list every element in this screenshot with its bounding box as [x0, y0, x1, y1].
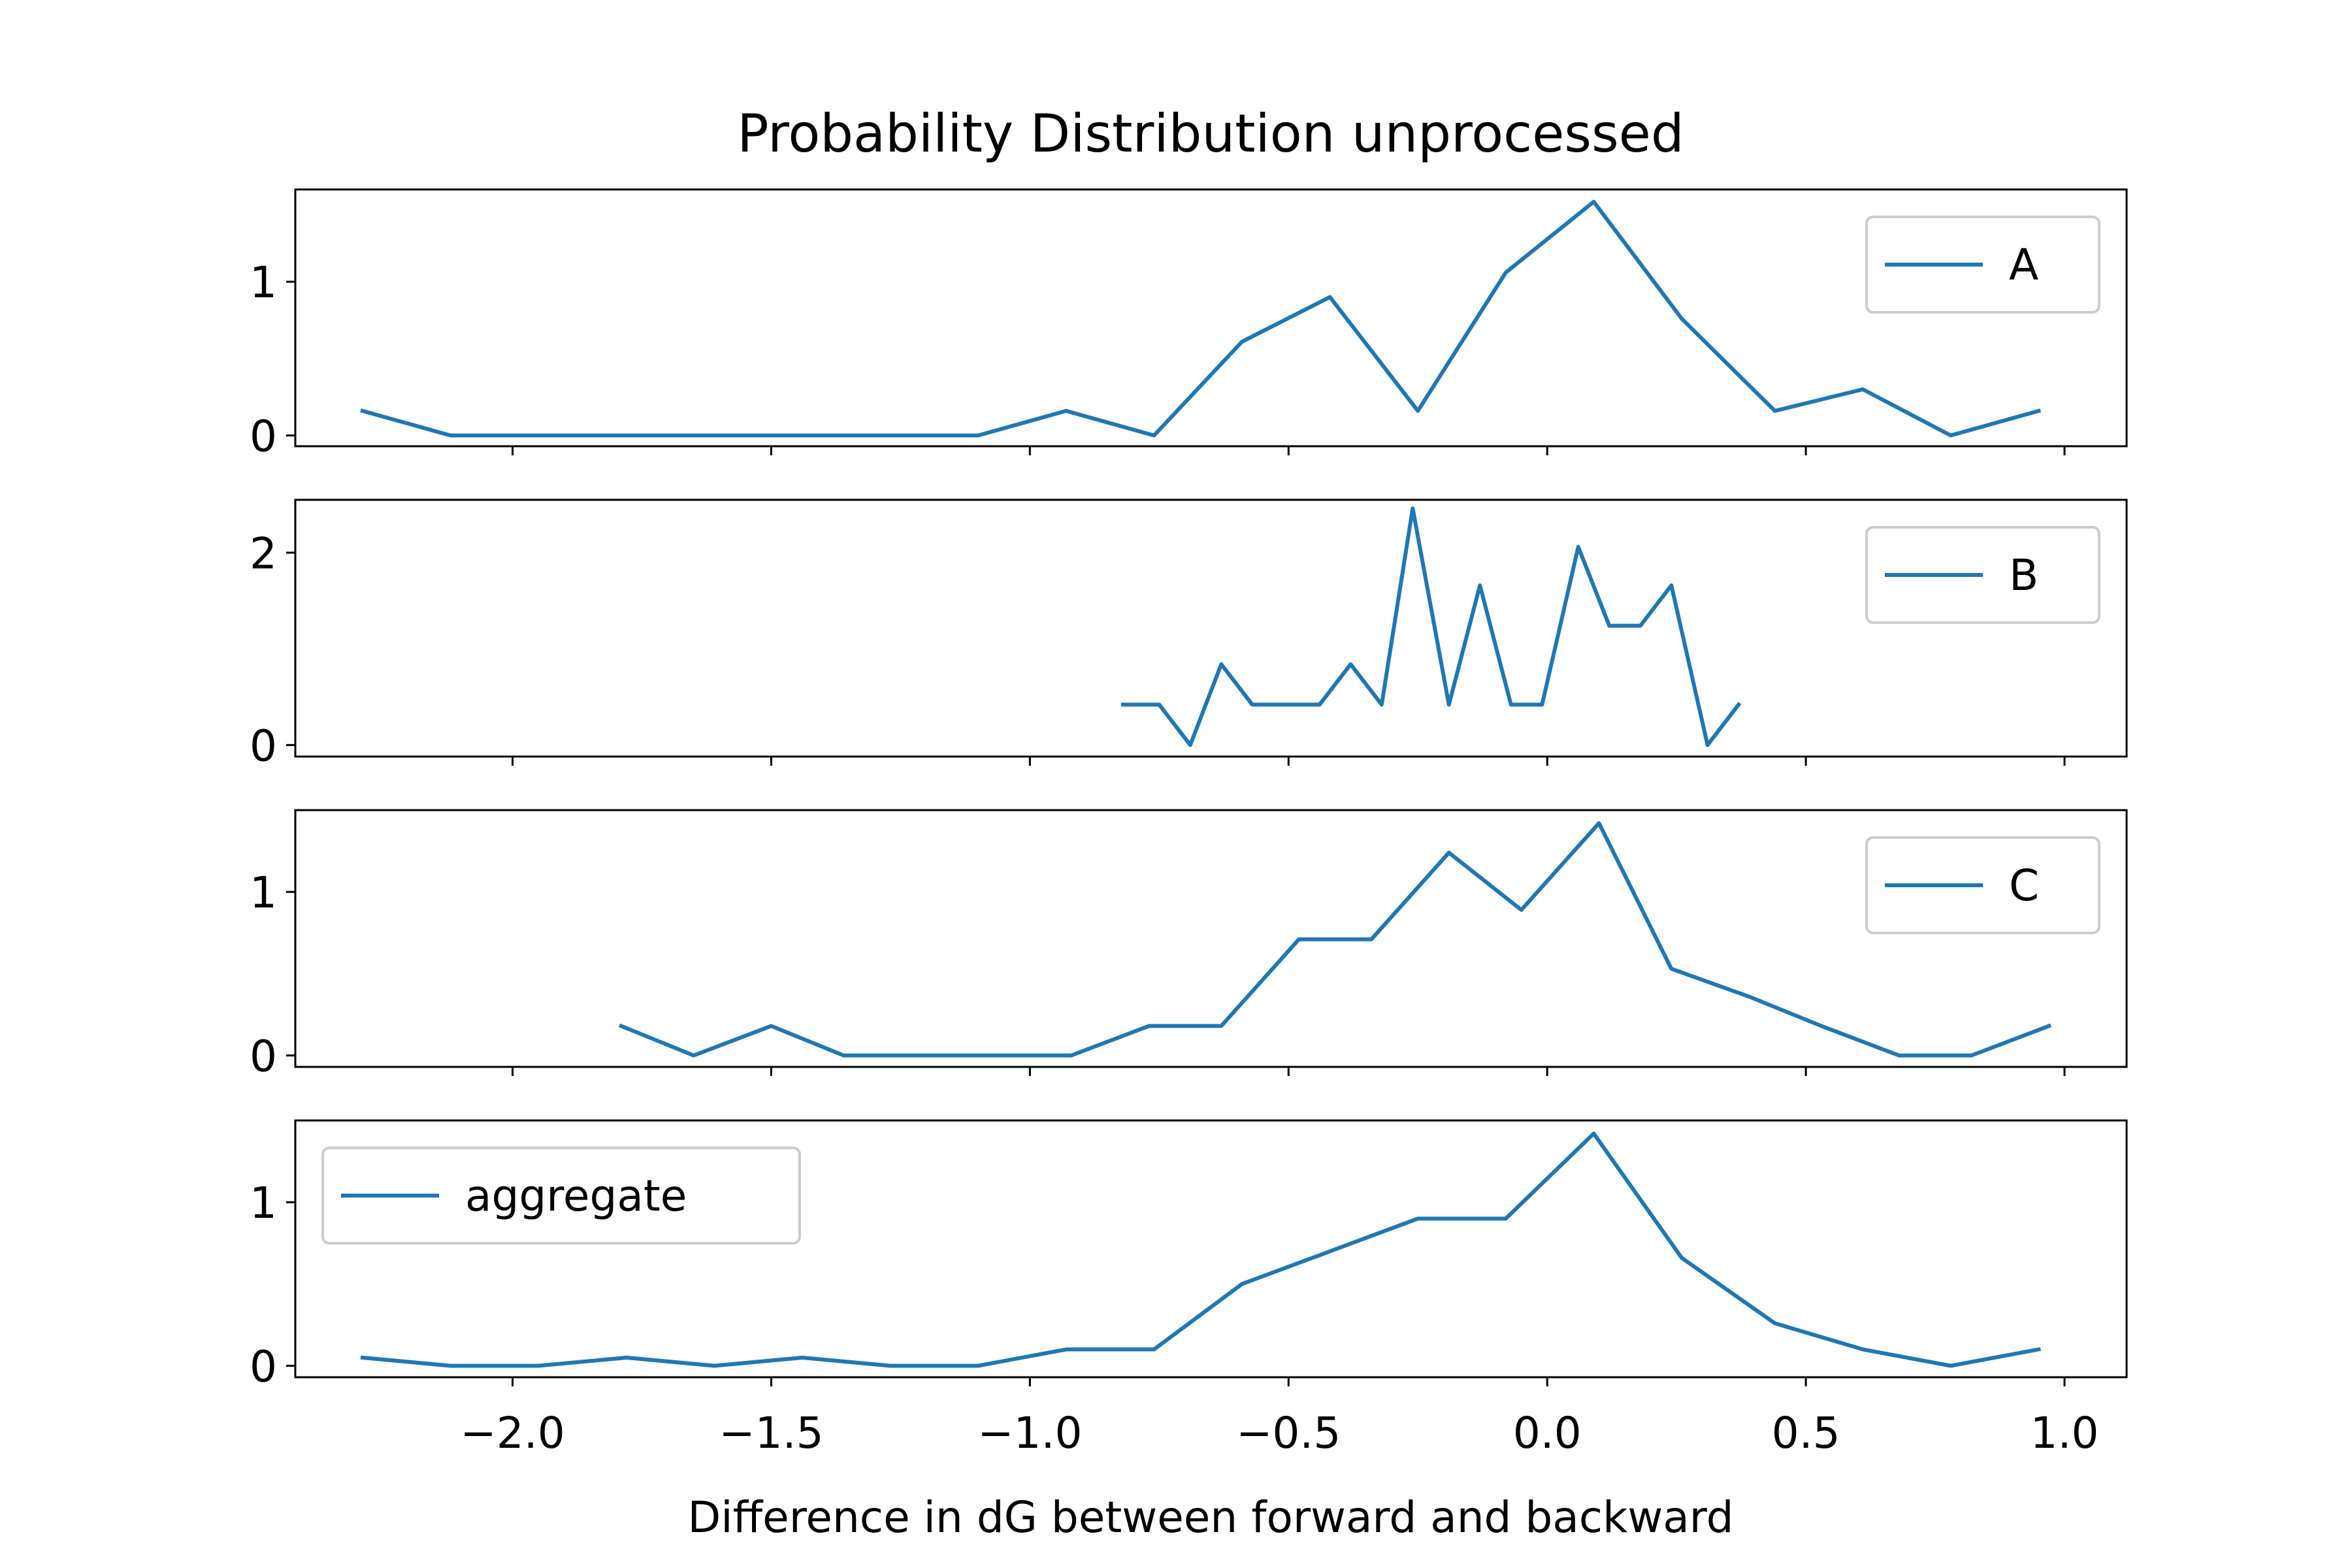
axes-frame — [294, 1119, 2128, 1379]
x-tick-label: −2.0 — [460, 1408, 564, 1458]
legend-aggregate: aggregate — [321, 1147, 801, 1245]
x-tick-label: −1.0 — [977, 1408, 1082, 1458]
series-line-C — [618, 821, 2052, 1058]
y-tick-label: 1 — [250, 1178, 277, 1228]
x-tick-label: 0.5 — [1772, 1408, 1840, 1458]
subplot-A: 0 1 A — [250, 188, 2128, 462]
legend-label: C — [2009, 860, 2039, 911]
x-tick-label: −1.5 — [719, 1408, 823, 1458]
y-tick-label: 0 — [250, 1341, 277, 1392]
x-axis-label: Difference in dG between forward and bac… — [687, 1492, 1733, 1543]
x-tick-label: 0.0 — [1513, 1408, 1582, 1458]
subplot-B: 0 2 B — [250, 498, 2128, 771]
subplots: 0 1 A 0 2 B 0 1 C 0 1 aggregate — [250, 188, 2128, 1392]
legend-B: B — [1865, 526, 2100, 624]
legend-label: aggregate — [465, 1171, 687, 1221]
y-tick-label: 2 — [250, 529, 277, 579]
series-line-A — [360, 199, 2042, 438]
x-axis: −2.0 −1.5 −1.0 −0.5 0.0 0.5 1.0 — [460, 1408, 2099, 1458]
x-tick-label: 1.0 — [2030, 1408, 2099, 1458]
subplot-C: 0 1 C — [250, 809, 2128, 1081]
legend-label: B — [2009, 550, 2038, 600]
y-tick-label: 0 — [250, 721, 277, 771]
y-tick-label: 1 — [250, 257, 277, 308]
legend-A: A — [1865, 216, 2100, 314]
series-line-aggregate — [360, 1132, 2041, 1368]
subplot-aggregate: 0 1 aggregate — [250, 1119, 2128, 1392]
chart-title: Probability Distribution unprocessed — [737, 103, 1684, 164]
y-tick-label: 0 — [250, 1031, 277, 1081]
legend-box — [321, 1147, 801, 1245]
axes-frame — [294, 809, 2128, 1068]
axes-frame — [294, 188, 2128, 448]
axes-frame — [294, 498, 2128, 758]
x-tick-label: −0.5 — [1236, 1408, 1341, 1458]
y-tick-label: 1 — [250, 868, 277, 918]
series-line-B — [1120, 506, 1742, 747]
y-tick-label: 0 — [250, 412, 277, 462]
legend-label: A — [2009, 240, 2038, 290]
legend-C: C — [1865, 836, 2100, 934]
